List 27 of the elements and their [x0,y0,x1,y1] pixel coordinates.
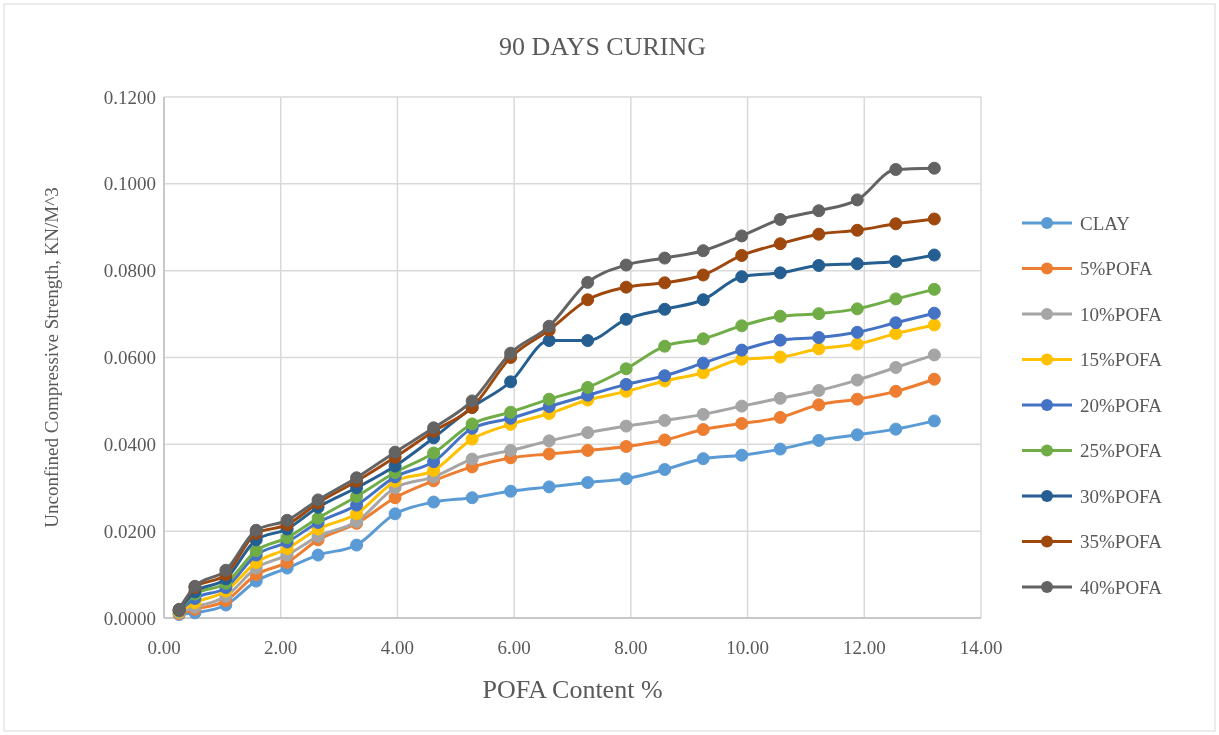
legend-label: 5%POFA [1080,258,1153,280]
x-tick-label: 12.00 [842,637,886,658]
legend-label: 20%POFA [1080,394,1163,416]
y-tick-label: 0.0400 [103,433,156,455]
legend-label: 10%POFA [1080,303,1163,325]
legend-label: 15%POFA [1080,349,1163,371]
y-tick-label: 0.1200 [103,86,156,108]
y-tick-label: 0.0200 [103,520,156,542]
legend-label: 35%POFA [1080,531,1163,553]
legend-label: 30%POFA [1080,485,1163,507]
y-tick-label: 0.1000 [103,173,156,195]
x-tick-label: 8.00 [614,637,648,658]
legend-label: 40%POFA [1080,576,1163,598]
x-tick-label: 14.00 [959,637,1003,658]
y-tick-label: 0.0800 [103,260,156,282]
x-axis-title: POFA Content % [482,675,663,704]
x-tick-label: 4.00 [380,637,415,658]
legend-label: 25%POFA [1080,440,1163,462]
y-tick-label: 0.0000 [103,607,156,629]
y-axis-title: Unconfined Compressive Strength, KN/M^3 [41,187,62,528]
chart-title: 90 DAYS CURING [498,32,707,61]
legend-label: CLAY [1080,212,1131,234]
y-tick-label: 0.0600 [103,347,156,369]
x-tick-label: 0.00 [147,637,181,658]
x-tick-label: 6.00 [497,637,531,658]
x-tick-label: 2.00 [264,637,298,658]
x-tick-label: 10.00 [726,637,769,658]
